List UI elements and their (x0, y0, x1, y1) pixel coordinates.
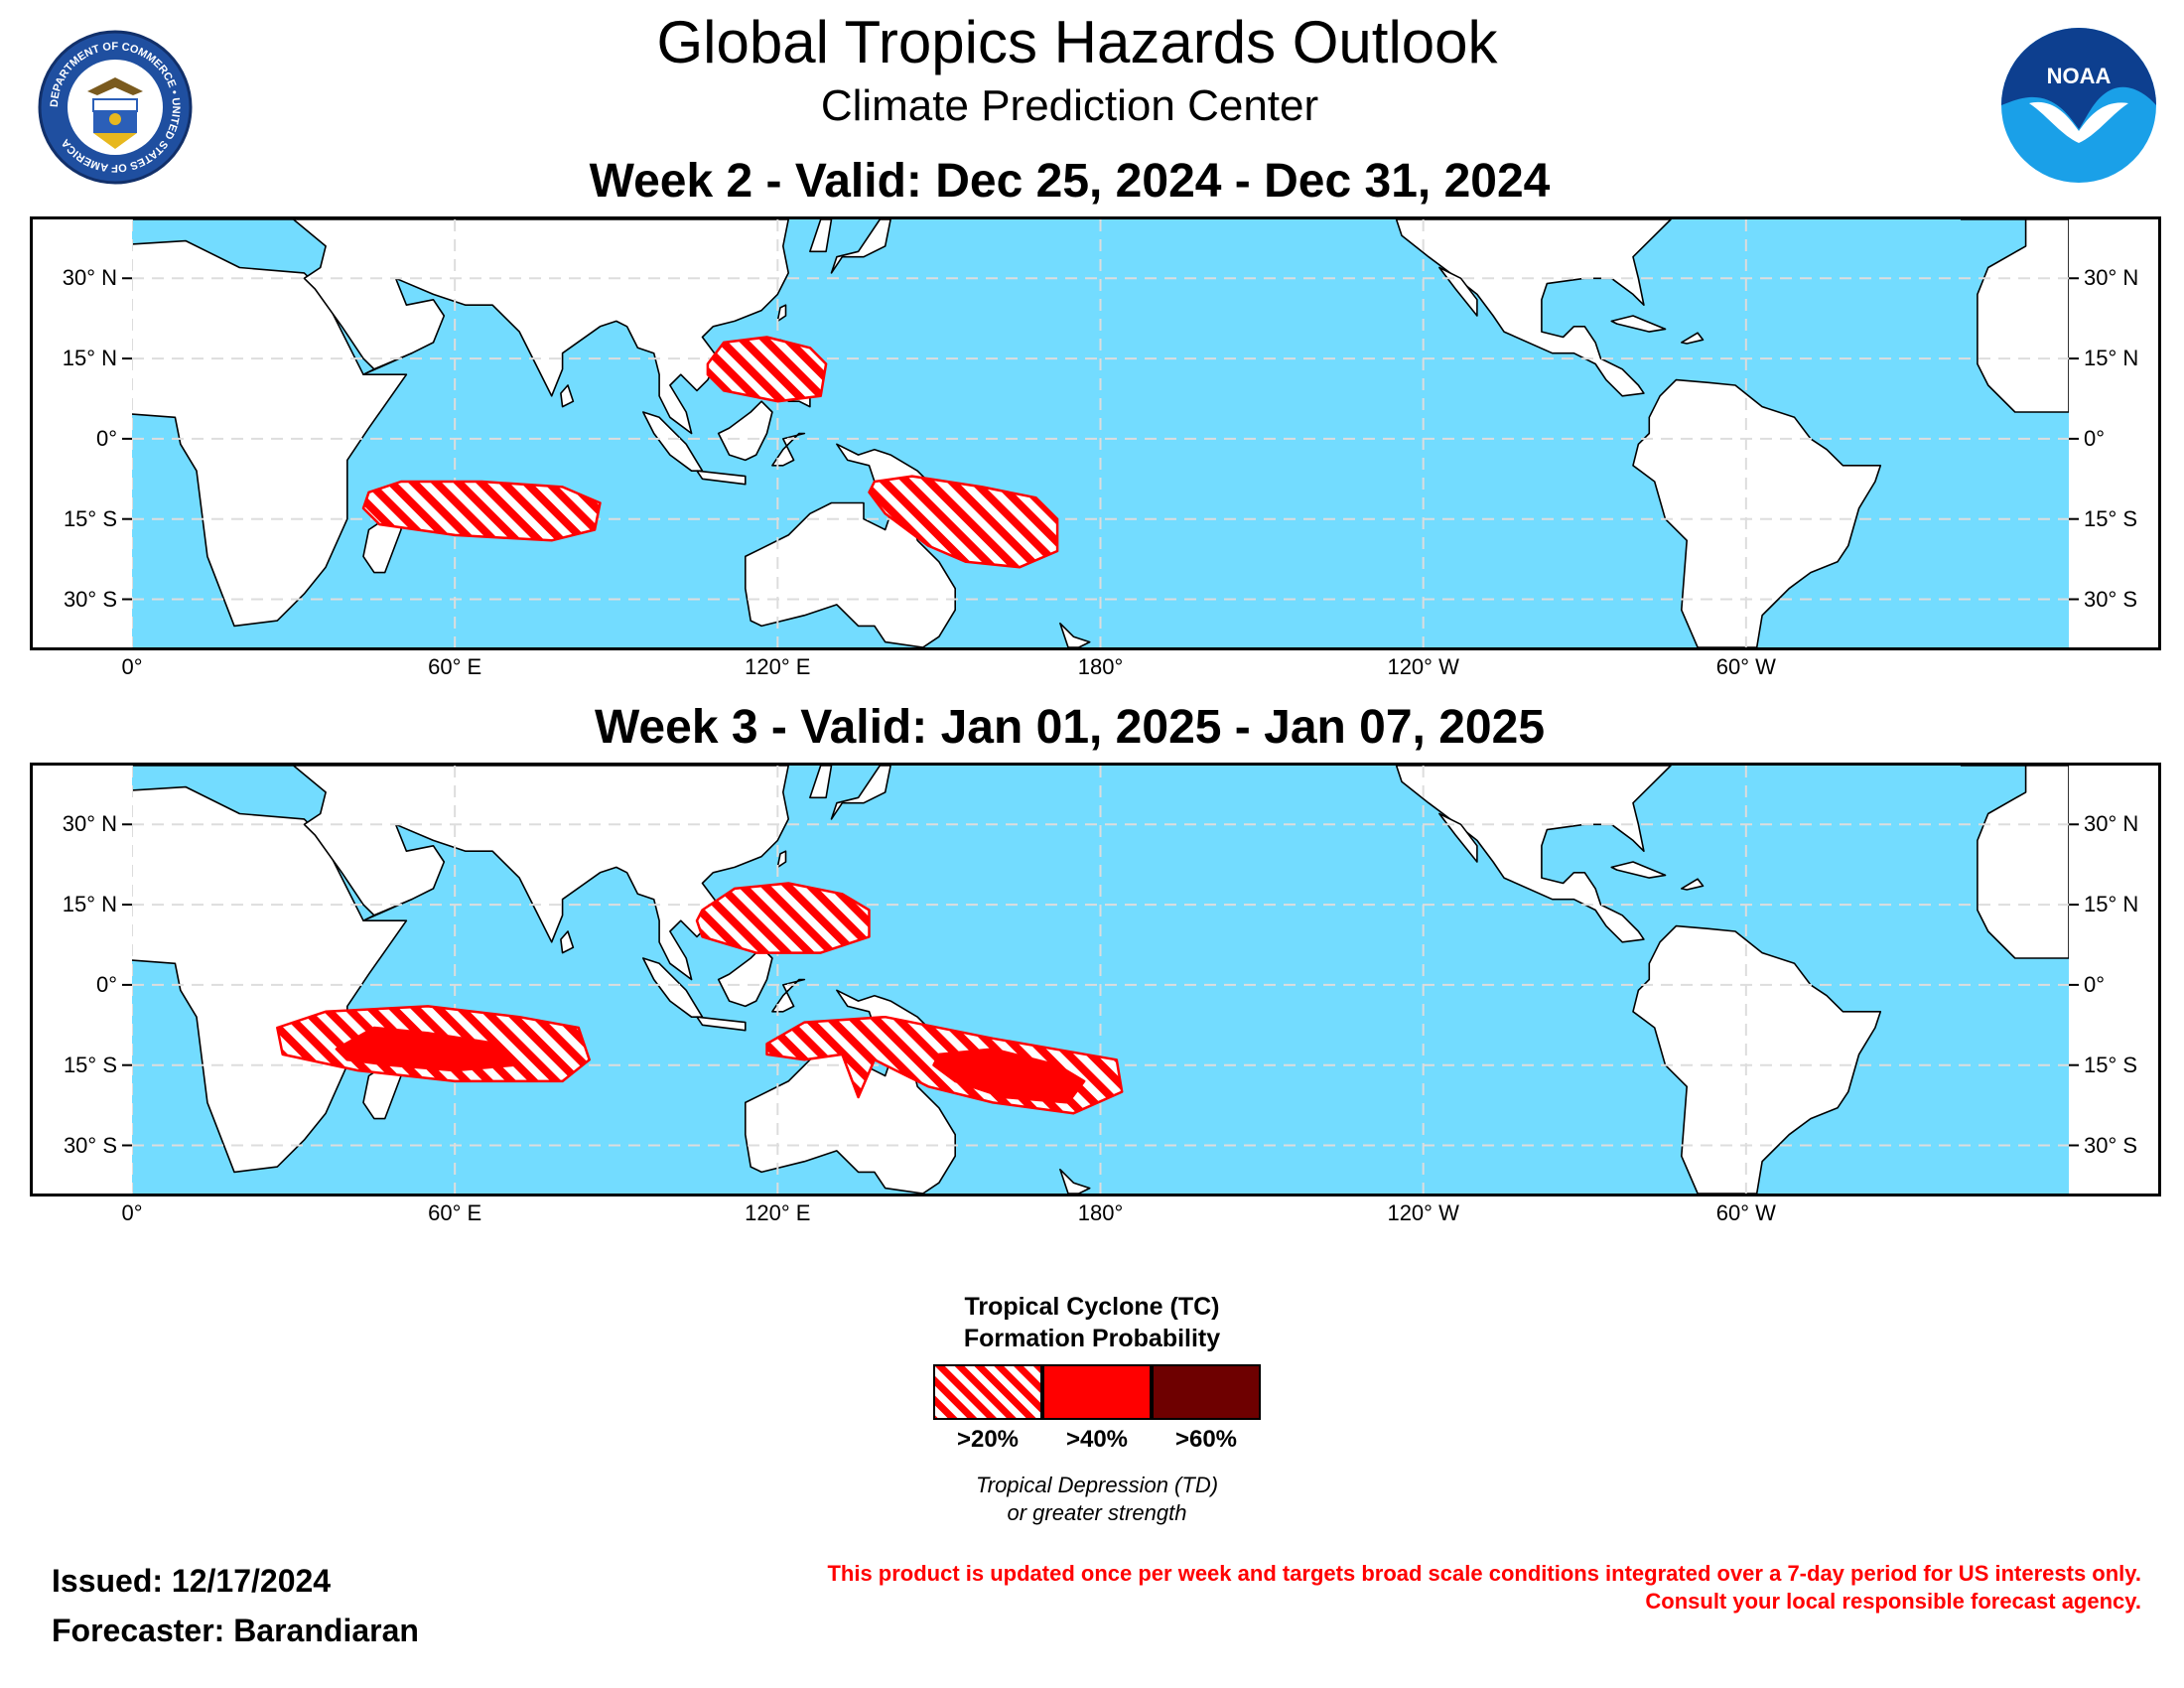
lat-label-right: 15° S (2084, 1052, 2138, 1077)
week2-title: Week 2 - Valid: Dec 25, 2024 - Dec 31, 2… (589, 155, 1551, 208)
lat-label-left: 15° S (63, 505, 117, 531)
land-borneo (717, 400, 773, 462)
lon-label: 120° W (1387, 1200, 1459, 1225)
lat-label-right: 15° S (2084, 505, 2138, 531)
lon-label: 120° E (745, 1200, 811, 1225)
disclaimer-line2: Consult your local responsible forecast … (1645, 1589, 2141, 1614)
hazard-area-1 (695, 882, 871, 954)
hazard-area-2 (361, 480, 602, 542)
land-cuba (1610, 861, 1667, 879)
lon-label: 60° W (1715, 654, 1776, 679)
land-sri-lanka (560, 930, 575, 954)
land-west-africa-bulge (1960, 219, 2069, 413)
legend-title: Tropical Cyclone (TC) Formation Probabil… (893, 1291, 1291, 1354)
hazard-area-1 (706, 336, 828, 403)
land-taiwan (776, 850, 787, 869)
land-west-africa-bulge (1960, 766, 2069, 959)
legend-title-line2: Formation Probability (963, 1325, 1221, 1352)
land-north-america (1395, 219, 1672, 397)
lat-label-right: 30° N (2084, 811, 2139, 837)
lat-label-left: 15° S (63, 1052, 117, 1077)
noaa-logo-text: NOAA (2047, 64, 2112, 88)
land-korea-japan (809, 219, 833, 253)
issued-date: Issued: 12/17/2024 (52, 1563, 332, 1599)
land-sulawesi (771, 432, 806, 467)
lon-label: 120° W (1387, 654, 1459, 679)
legend-swatch-20 (933, 1364, 1042, 1420)
land-korea-japan (809, 766, 833, 799)
week2-map (122, 219, 2079, 647)
legend-label-60: >60% (1174, 1426, 1238, 1453)
land-sri-lanka (560, 384, 575, 408)
land-sulawesi (771, 978, 806, 1013)
department-of-commerce-seal-icon: DEPARTMENT OF COMMERCE • UNITED STATES O… (38, 30, 193, 190)
lat-label-right: 0° (2084, 425, 2106, 451)
noaa-logo-icon: NOAA (1999, 26, 2158, 190)
lon-label: 180° (1077, 654, 1124, 679)
land-hispaniola (1681, 332, 1705, 345)
lat-label-left: 15° N (62, 346, 117, 371)
land-africa (132, 785, 408, 1174)
lat-label-right: 15° N (2084, 346, 2139, 371)
hazard-area-3 (868, 475, 1059, 569)
land-south-america (1632, 378, 1882, 647)
legend-title-line1: Tropical Cyclone (TC) (964, 1293, 1220, 1321)
land-europe-asia (132, 766, 790, 981)
land-taiwan (776, 304, 787, 323)
legend-label-40: >40% (1065, 1426, 1129, 1453)
land-java (696, 470, 747, 486)
land-north-america (1395, 766, 1672, 943)
land-new-zealand-n (1059, 1168, 1091, 1194)
week3-map-panel: 30° N 15° N 0° 15° S 30° S 30° N 15° N 0° 15° S 3… (30, 763, 2161, 1196)
lon-label: 0° (121, 654, 143, 679)
lat-label-left: 0° (95, 425, 117, 451)
disclaimer-line1: This product is updated once per week an… (827, 1561, 2141, 1586)
lat-label-right: 30° S (2084, 1132, 2138, 1158)
lat-label-right: 0° (2084, 971, 2106, 997)
land-java (696, 1016, 747, 1032)
lat-label-right: 30° S (2084, 586, 2138, 612)
lat-label-right: 30° N (2084, 265, 2139, 291)
week3-map (122, 766, 2079, 1194)
lat-label-left: 30° S (63, 1132, 117, 1158)
land-africa (132, 239, 408, 628)
hazard-area-5 (932, 1048, 1086, 1104)
land-baja (1438, 812, 1478, 863)
land-japan (830, 766, 891, 820)
land-baja (1438, 266, 1478, 317)
lon-label: 60° W (1715, 1200, 1776, 1225)
legend-swatch-60 (1152, 1364, 1261, 1420)
land-hispaniola (1681, 878, 1705, 891)
land-europe-asia (132, 219, 790, 435)
lon-label: 0° (121, 1200, 143, 1225)
land-cuba (1610, 315, 1667, 333)
land-south-america (1632, 924, 1882, 1194)
land-borneo (717, 946, 773, 1008)
legend-swatch-40 (1042, 1364, 1152, 1420)
lon-label: 60° E (428, 1200, 482, 1225)
lat-label-left: 30° N (62, 811, 117, 837)
page-title: Global Tropics Hazards Outlook (656, 9, 1498, 75)
week3-title: Week 3 - Valid: Jan 01, 2025 - Jan 07, 2… (594, 701, 1546, 754)
lat-label-left: 30° S (63, 586, 117, 612)
land-japan (830, 219, 891, 274)
forecaster-name: Forecaster: Barandiaran (52, 1613, 419, 1648)
lat-label-right: 15° N (2084, 892, 2139, 917)
legend-label-20: >20% (956, 1426, 1020, 1453)
disclaimer: This product is updated once per week an… (827, 1560, 2141, 1616)
week2-map-panel: 30° N 15° N 0° 15° S 30° S 30° N 15° N 0° 15° S 3… (30, 216, 2161, 650)
lat-label-left: 30° N (62, 265, 117, 291)
legend-note: Tropical Depression (TD) or greater stre… (893, 1472, 1300, 1527)
lon-label: 180° (1077, 1200, 1124, 1225)
lon-label: 60° E (428, 654, 482, 679)
hazard-area-3 (335, 1026, 516, 1072)
legend-note-line1: Tropical Depression (TD) (975, 1473, 1219, 1497)
legend-note-line2: or greater strength (1007, 1500, 1187, 1525)
lat-label-left: 0° (95, 971, 117, 997)
lat-label-left: 15° N (62, 892, 117, 917)
lon-label: 120° E (745, 654, 811, 679)
page-subtitle: Climate Prediction Center (820, 81, 1319, 130)
land-new-zealand-n (1059, 622, 1091, 647)
